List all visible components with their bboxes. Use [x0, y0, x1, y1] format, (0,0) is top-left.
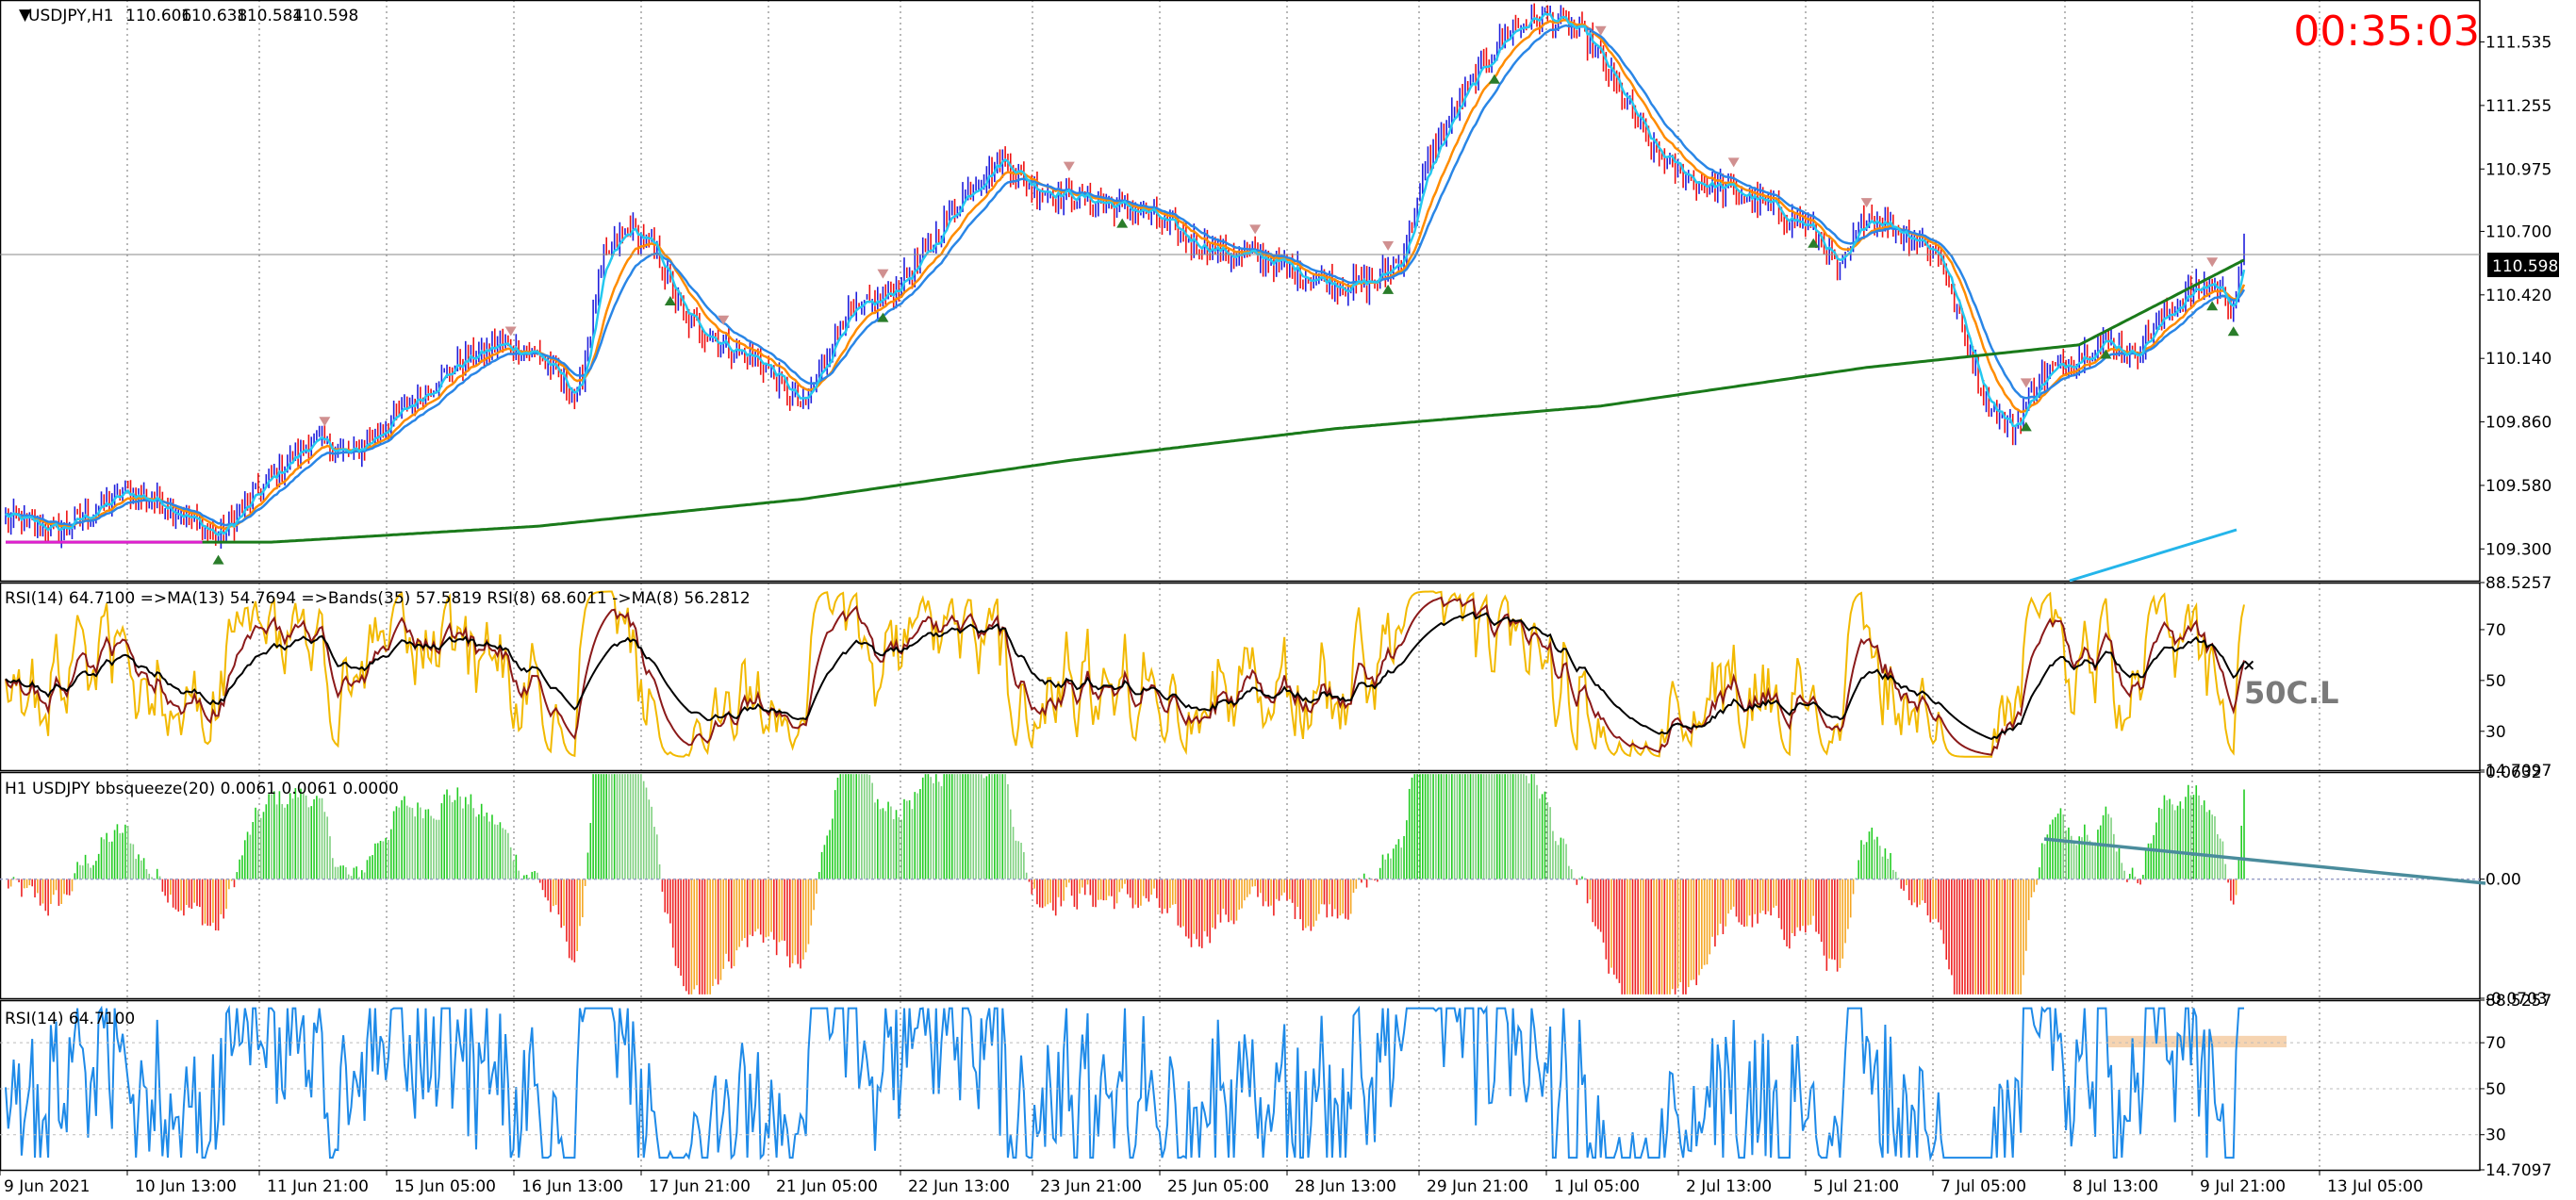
fractal-up-icon — [504, 326, 517, 337]
pane-border — [0, 0, 2481, 583]
y-tick-label: 110.140 — [2485, 350, 2551, 369]
price-pane[interactable] — [0, 3, 2480, 583]
fractal-up-icon — [718, 315, 730, 325]
fractal-up-icon — [1594, 25, 1607, 36]
x-tick-label: 9 Jun 2021 — [4, 1177, 90, 1196]
rsi-line — [5, 1004, 2244, 1162]
y-tick-label: 110.975 — [2485, 160, 2551, 179]
x-tick-label: 28 Jun 13:00 — [1295, 1177, 1396, 1196]
candle-countdown: 00:35:03 — [2293, 8, 2480, 56]
x-tick-label: 2 Jul 13:00 — [1686, 1177, 1772, 1196]
fractal-down-icon — [2020, 421, 2032, 432]
rsi-bands-line — [5, 611, 2245, 741]
pane-border — [0, 999, 2481, 1172]
y-tick-label: 109.580 — [2485, 477, 2551, 496]
x-tick-label: 15 Jun 05:00 — [394, 1177, 496, 1196]
y-tick-label: 70 — [2485, 621, 2506, 640]
y-tick-label: 70 — [2485, 1034, 2506, 1053]
close-cross-icon: × — [2242, 656, 2255, 675]
fractal-down-icon — [2227, 326, 2239, 337]
y-tick-label: 50 — [2485, 1080, 2506, 1099]
rsi-ma-line — [5, 596, 2245, 756]
rsi-bands-header: RSI(14) 64.7100 =>MA(13) 54.7694 =>Bands… — [5, 589, 751, 608]
fractal-up-icon — [1063, 161, 1075, 172]
ohlc-close: 110.598 — [292, 7, 358, 25]
fractal-down-icon — [1382, 284, 1395, 294]
fractal-down-icon — [2100, 349, 2112, 359]
fractal-up-icon — [877, 269, 889, 279]
x-tick-label: 22 Jun 13:00 — [908, 1177, 1010, 1196]
current-price-tag — [2487, 253, 2559, 277]
y-tick-label: 30 — [2485, 1126, 2506, 1145]
fractal-up-icon — [1727, 157, 1740, 168]
y-tick-label: 14.7097 — [2485, 1161, 2551, 1180]
ma-cyan-line — [5, 12, 2246, 536]
y-tick-label: 88.5257 — [2485, 574, 2551, 593]
fractal-down-icon — [664, 295, 676, 305]
fractal-down-icon — [212, 554, 224, 565]
fractal-down-icon — [1488, 74, 1500, 84]
fractal-up-icon — [319, 417, 331, 427]
fractal-up-icon — [2206, 257, 2219, 268]
x-tick-label: 16 Jun 13:00 — [521, 1177, 623, 1196]
fractal-down-icon — [2206, 301, 2219, 311]
symbol-header: USDJPY,H1 — [28, 7, 114, 25]
y-tick-label: 109.300 — [2485, 540, 2551, 559]
trend-line — [2069, 528, 2237, 583]
bbsqueeze-header: H1 USDJPY bbsqueeze(20) 0.0061 0.0061 0.… — [5, 780, 399, 798]
x-tick-label: 7 Jul 05:00 — [1940, 1177, 2026, 1196]
x-tick-label: 8 Jul 13:00 — [2072, 1177, 2158, 1196]
y-tick-label: 110.420 — [2485, 287, 2551, 305]
fractal-up-icon — [2020, 378, 2032, 388]
y-tick-label: 0.0632 — [2485, 764, 2541, 782]
pane-border — [0, 582, 2481, 772]
y-tick-label: 111.535 — [2485, 34, 2551, 53]
squeeze-trend-line — [2043, 837, 2486, 885]
pane-borders — [0, 0, 2481, 1172]
rsi-header: RSI(14) 64.7100 — [5, 1010, 135, 1028]
rsi-bands-pane[interactable] — [5, 590, 2245, 758]
y-tick-label: 111.255 — [2485, 97, 2551, 116]
y-tick-label: 14.7097 — [2485, 762, 2551, 781]
ma-slow-line — [6, 258, 2245, 544]
y-tick-label: 30 — [2485, 723, 2506, 742]
y-tick-label: 0.00 — [2485, 871, 2521, 890]
x-tick-label: 21 Jun 05:00 — [776, 1177, 878, 1196]
watermark-text: 50C.L — [2244, 675, 2339, 711]
x-tick-label: 23 Jun 21:00 — [1040, 1177, 1142, 1196]
y-tick-label: 110.700 — [2485, 222, 2551, 241]
y-tick-label: 88.5257 — [2485, 992, 2551, 1011]
x-tick-label: 29 Jun 21:00 — [1427, 1177, 1528, 1196]
ohlc-open: 110.606 — [125, 7, 191, 25]
rsi-pane[interactable] — [0, 1004, 2480, 1162]
x-tick-label: 25 Jun 05:00 — [1167, 1177, 1269, 1196]
y-axis: 111.535 111.255 110.975 110.700 110.420 110.1… — [2480, 34, 2551, 1180]
y-tick-label: -0.0703 — [2485, 990, 2548, 1009]
fractal-up-icon — [1860, 198, 1873, 208]
x-tick-label: 9 Jul 21:00 — [2200, 1177, 2286, 1196]
rsi8-line — [5, 590, 2245, 758]
fractal-up-icon — [1249, 224, 1262, 235]
pane-border — [0, 771, 2481, 1000]
current-price-label: 110.598 — [2492, 257, 2558, 276]
x-tick-label: 17 Jun 21:00 — [649, 1177, 751, 1196]
x-tick-label: 11 Jun 21:00 — [267, 1177, 369, 1196]
x-axis: 9 Jun 2021 10 Jun 13:00 11 Jun 21:00 15 Jun… — [0, 1170, 2423, 1196]
y-tick-label: 50 — [2485, 672, 2506, 691]
fractal-up-icon — [1382, 240, 1395, 251]
bbsqueeze-pane[interactable] — [0, 774, 2486, 995]
x-tick-label: 5 Jul 21:00 — [1813, 1177, 1899, 1196]
ohlc-low: 110.584 — [237, 7, 303, 25]
x-tick-label: 1 Jul 05:00 — [1554, 1177, 1640, 1196]
y-tick-label: 109.860 — [2485, 414, 2551, 433]
fractal-down-icon — [877, 312, 889, 322]
x-tick-label: 13 Jul 05:00 — [2327, 1177, 2423, 1196]
ohlc-high: 110.638 — [181, 7, 247, 25]
x-tick-label: 10 Jun 13:00 — [135, 1177, 237, 1196]
symbol-marker-icon: ▼ — [19, 6, 32, 25]
fractal-down-icon — [1116, 218, 1129, 228]
fractal-down-icon — [1808, 238, 1820, 248]
